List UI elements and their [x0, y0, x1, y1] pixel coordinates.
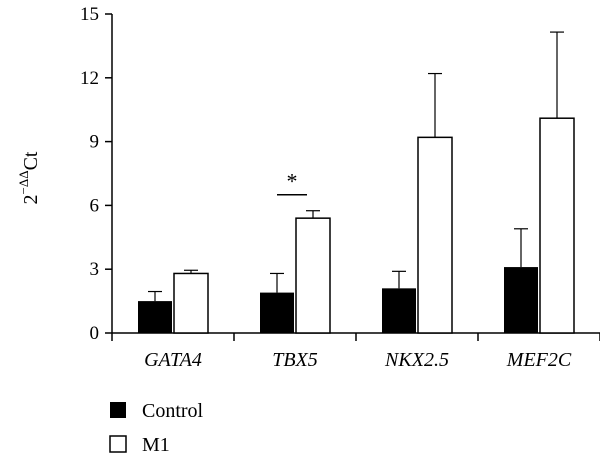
bar-m1 [295, 217, 331, 334]
bar-control [138, 301, 172, 333]
y-axis-title-base: 2 [20, 194, 42, 204]
y-tick-label: 15 [80, 4, 99, 25]
x-category-label: TBX5 [272, 349, 318, 371]
legend-swatch-m1 [109, 435, 127, 453]
x-category-label: MEF2C [506, 349, 572, 371]
bar-control [504, 267, 538, 333]
y-tick-label: 3 [90, 259, 100, 280]
bar-control [260, 292, 294, 333]
y-tick-label: 9 [90, 132, 100, 153]
bar-m1 [173, 272, 209, 334]
plot-area: 0 3 6 9 12 15 GATA4 TBX5 NKX2.5 MEF2C * [80, 4, 600, 371]
svg-text:2−ΔΔCt: 2−ΔΔCt [16, 151, 42, 204]
x-category-label: GATA4 [144, 349, 202, 371]
y-axis-title: 2−ΔΔCt [16, 151, 42, 204]
bar-control [382, 288, 416, 333]
y-tick-label: 12 [80, 68, 99, 89]
bar-m1 [417, 136, 453, 334]
y-tick-label: 6 [90, 195, 100, 216]
legend-label-control: Control [142, 400, 204, 422]
x-category-label: NKX2.5 [384, 349, 449, 371]
legend-swatch-control [110, 402, 126, 418]
legend-label-m1: M1 [142, 434, 170, 456]
y-axis-title-suffix: Ct [20, 151, 42, 170]
legend: Control M1 [109, 400, 204, 456]
significance-marker: * [287, 169, 298, 194]
bar-m1 [539, 117, 575, 334]
y-tick-label: 0 [90, 323, 100, 344]
y-axis-title-exponent: −ΔΔ [16, 170, 31, 194]
